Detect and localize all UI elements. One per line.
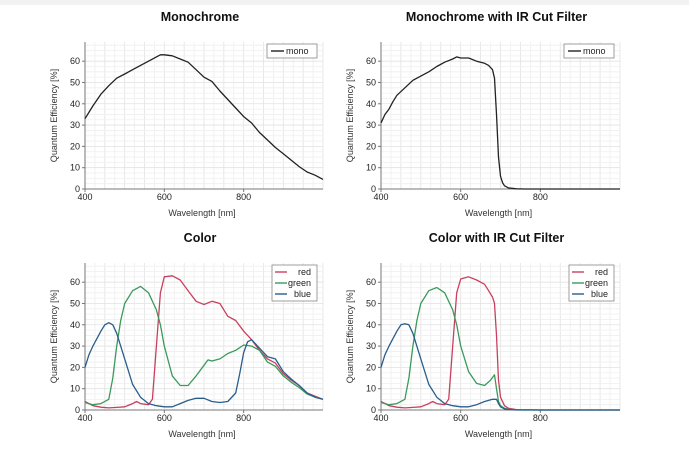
series-line-red <box>380 276 620 411</box>
y-tick-label: 10 <box>70 163 80 173</box>
x-axis-label: Wavelength [nm] <box>168 429 235 439</box>
y-tick-label: 30 <box>70 120 80 130</box>
y-axis-label: Quantum Efficiency [%] <box>345 69 355 162</box>
y-axis-label: Quantum Efficiency [%] <box>49 69 59 162</box>
y-tick-label: 50 <box>366 298 376 308</box>
chart-title: Color with IR Cut Filter <box>429 231 565 245</box>
y-tick-label: 20 <box>70 362 80 372</box>
y-tick-label: 30 <box>366 120 376 130</box>
y-tick-label: 0 <box>371 184 376 194</box>
legend-label-green: green <box>288 278 311 288</box>
x-tick-label: 800 <box>236 413 251 423</box>
chart-panel-3: 0 10 20 30 40 50 60 400 600 800 Color Wavelength [n… <box>49 231 324 439</box>
y-tick-label: 60 <box>366 56 376 66</box>
series-line-mono <box>380 56 620 190</box>
x-tick-label: 600 <box>157 192 172 202</box>
legend-label-blue: blue <box>294 289 311 299</box>
y-tick-label: 40 <box>366 320 376 330</box>
y-tick-label: 50 <box>70 298 80 308</box>
legend-label-mono: mono <box>583 46 606 56</box>
legend-box <box>266 43 318 59</box>
x-tick-label: 400 <box>373 413 388 423</box>
y-tick-label: 10 <box>70 384 80 394</box>
y-tick-label: 60 <box>70 56 80 66</box>
x-tick-label: 600 <box>453 413 468 423</box>
series-line-mono <box>84 54 324 180</box>
chart-title: Color <box>184 231 217 245</box>
y-tick-label: 40 <box>366 99 376 109</box>
y-tick-label: 20 <box>70 141 80 151</box>
legend-label-green: green <box>585 278 608 288</box>
y-tick-label: 0 <box>75 184 80 194</box>
y-tick-label: 0 <box>75 405 80 415</box>
series-line-blue <box>380 323 620 411</box>
y-tick-label: 20 <box>366 141 376 151</box>
chart-panel-1: 0 10 20 30 40 50 60 400 600 800 Monochrome Waveleng… <box>49 10 324 218</box>
y-tick-label: 30 <box>366 341 376 351</box>
x-tick-label: 400 <box>77 413 92 423</box>
top-bar <box>0 0 689 5</box>
y-tick-label: 10 <box>366 163 376 173</box>
y-tick-label: 50 <box>70 77 80 87</box>
series-line-red <box>84 275 324 409</box>
x-tick-label: 800 <box>533 192 548 202</box>
y-tick-label: 30 <box>70 341 80 351</box>
legend-label-red: red <box>595 267 608 277</box>
chart-title: Monochrome with IR Cut Filter <box>406 10 587 24</box>
y-tick-label: 20 <box>366 362 376 372</box>
y-tick-label: 40 <box>70 320 80 330</box>
chart-panel-4: 0 10 20 30 40 50 60 400 600 800 Color with IR Cut … <box>345 231 621 439</box>
y-tick-label: 0 <box>371 405 376 415</box>
y-tick-label: 60 <box>366 277 376 287</box>
x-tick-label: 400 <box>77 192 92 202</box>
y-tick-label: 40 <box>70 99 80 109</box>
chart-title: Monochrome <box>161 10 240 24</box>
legend-label-red: red <box>298 267 311 277</box>
series-line-blue <box>84 322 324 408</box>
legend-box <box>563 43 615 59</box>
x-tick-label: 800 <box>236 192 251 202</box>
series-line-green <box>380 286 620 411</box>
x-tick-label: 600 <box>157 413 172 423</box>
legend-label-mono: mono <box>286 46 309 56</box>
y-axis-label: Quantum Efficiency [%] <box>49 290 59 383</box>
chart-panel-2: 0 10 20 30 40 50 60 400 600 800 Monochrome with IR… <box>345 10 621 218</box>
y-tick-label: 50 <box>366 77 376 87</box>
x-axis-label: Wavelength [nm] <box>168 208 235 218</box>
legend-label-blue: blue <box>591 289 608 299</box>
x-axis-label: Wavelength [nm] <box>465 208 532 218</box>
y-tick-label: 10 <box>366 384 376 394</box>
series-line-green <box>84 285 324 406</box>
y-axis-label: Quantum Efficiency [%] <box>345 290 355 383</box>
x-tick-label: 800 <box>533 413 548 423</box>
x-axis-label: Wavelength [nm] <box>465 429 532 439</box>
x-tick-label: 400 <box>373 192 388 202</box>
x-tick-label: 600 <box>453 192 468 202</box>
y-tick-label: 60 <box>70 277 80 287</box>
